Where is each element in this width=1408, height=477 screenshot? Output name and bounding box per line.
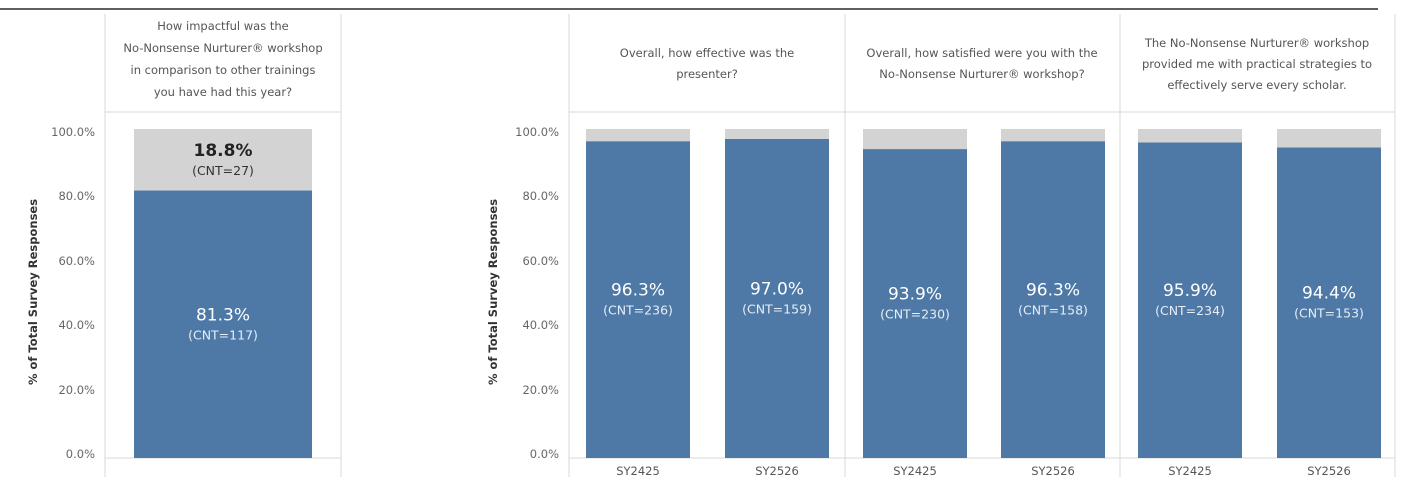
left-y-tick-label: 80.0%	[58, 189, 95, 203]
header-line: effectively serve every scholar.	[1167, 78, 1346, 92]
bar-value-label: 96.3%	[611, 281, 665, 301]
right-y-tick-label: 0.0%	[530, 447, 559, 461]
header-line: provided me with practical strategies to	[1142, 57, 1372, 71]
bar-segment-other	[725, 129, 829, 139]
header-line: in comparison to other trainings	[131, 63, 316, 77]
left-y-tick-label: 0.0%	[66, 447, 95, 461]
bar-segment-positive	[1138, 142, 1242, 458]
right-y-tick-label: 20.0%	[522, 383, 559, 397]
right-chart-frame	[568, 14, 1396, 477]
right-y-tick-label: 80.0%	[522, 189, 559, 203]
bar-segment-positive	[725, 138, 829, 458]
header-line: No-Nonsense Nurturer® workshop	[123, 41, 322, 55]
header-line: presenter?	[676, 67, 738, 81]
x-category-label: SY2425	[893, 464, 937, 477]
header-line: The No-Nonsense Nurturer® workshop	[1144, 36, 1369, 50]
bar-value-label: 94.4%	[1302, 284, 1356, 304]
right-y-tick-label: 60.0%	[522, 254, 559, 268]
panel-header-strategies: The No-Nonsense Nurturer® workshop provi…	[1142, 36, 1372, 92]
x-category-label: SY2526	[1031, 464, 1075, 477]
top-rule	[0, 8, 1378, 10]
bar-count-label: (CNT=27)	[192, 163, 254, 178]
right-y-axis-ticks: 100.0% 80.0% 60.0% 40.0% 20.0% 0.0%	[515, 125, 559, 461]
bar-count-label: (CNT=158)	[1018, 303, 1088, 318]
bar-count-label: (CNT=236)	[603, 303, 673, 318]
x-category-label: SY2526	[755, 464, 799, 477]
header-line: How impactful was the	[157, 19, 288, 33]
bar-value-label: 95.9%	[1163, 281, 1217, 301]
bar-count-label: (CNT=117)	[188, 327, 258, 342]
bar-value-label: 96.3%	[1026, 281, 1080, 301]
bar-segment-other	[586, 129, 690, 142]
right-y-axis-title: % of Total Survey Responses	[486, 199, 500, 385]
bar-segment-other	[863, 129, 967, 150]
bar-value-label: 97.0%	[750, 279, 804, 299]
x-category-label: SY2425	[1168, 464, 1212, 477]
bar-segment-positive	[1001, 141, 1105, 458]
bar-count-label: (CNT=159)	[742, 301, 812, 316]
left-y-axis-title: % of Total Survey Responses	[26, 199, 40, 385]
x-category-label: SY2425	[616, 464, 660, 477]
left-y-tick-label: 60.0%	[58, 254, 95, 268]
bar-count-label: (CNT=234)	[1155, 303, 1225, 318]
bar-value-label: 81.3%	[196, 305, 250, 325]
bar-segment-positive	[1277, 147, 1381, 458]
bar-value-label: 93.9%	[888, 285, 942, 305]
header-line: No-Nonsense Nurturer® workshop?	[879, 67, 1084, 81]
header-line: Overall, how satisfied were you with the	[866, 46, 1097, 60]
left-y-tick-label: 100.0%	[51, 125, 95, 139]
left-y-tick-label: 20.0%	[58, 383, 95, 397]
bar-value-label: 18.8%	[194, 141, 253, 161]
right-y-tick-label: 40.0%	[522, 318, 559, 332]
bar-segment-other	[1277, 129, 1381, 148]
x-category-label: SY2526	[1307, 464, 1351, 477]
panel-header-effective: Overall, how effective was the presenter…	[620, 46, 794, 81]
header-line: you have had this year?	[154, 85, 292, 99]
left-y-tick-label: 40.0%	[58, 318, 95, 332]
bar-segment-positive	[134, 190, 312, 458]
right-y-tick-label: 100.0%	[515, 125, 559, 139]
bar-segment-other	[1001, 129, 1105, 142]
left-y-axis-ticks: 100.0% 80.0% 60.0% 40.0% 20.0% 0.0%	[51, 125, 95, 461]
bar-segment-positive	[863, 149, 967, 458]
bar-segment-other	[1138, 129, 1242, 143]
left-panel-header: How impactful was the No-Nonsense Nurtur…	[123, 19, 322, 99]
bar-count-label: (CNT=230)	[880, 307, 950, 322]
panel-header-satisfied: Overall, how satisfied were you with the…	[866, 46, 1097, 81]
header-line: Overall, how effective was the	[620, 46, 794, 60]
bars-layer: 81.3% (CNT=117) 18.8% (CNT=27) 96.3% (CNT=236…	[134, 129, 1381, 477]
bar-segment-other	[134, 129, 312, 191]
bar-count-label: (CNT=153)	[1294, 306, 1364, 321]
bar-segment-positive	[586, 141, 690, 458]
